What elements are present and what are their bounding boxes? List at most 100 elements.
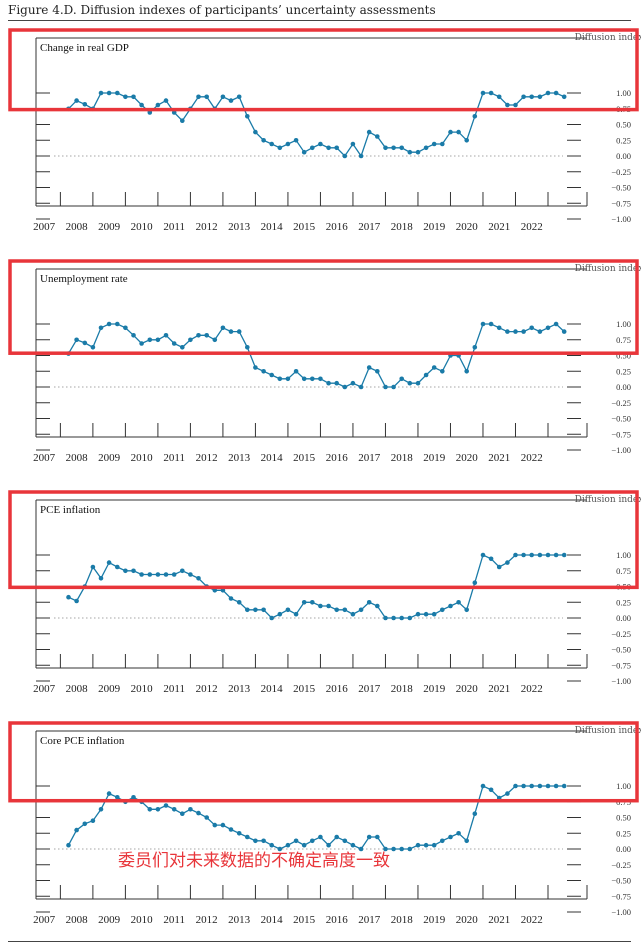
y-tick-label: −1.00 — [611, 907, 631, 917]
data-point — [269, 141, 275, 147]
data-point — [236, 600, 242, 605]
x-tick-label: 2007 — [33, 221, 56, 233]
data-point — [196, 94, 201, 100]
data-point — [342, 838, 348, 844]
data-point — [253, 607, 258, 613]
data-point — [82, 102, 88, 107]
data-point — [163, 803, 169, 808]
data-point — [245, 345, 250, 350]
data-point — [529, 325, 534, 331]
data-point — [464, 138, 470, 143]
y-tick-label: 1.00 — [616, 88, 631, 98]
data-point — [505, 560, 510, 565]
x-tick-label: 2014 — [261, 452, 284, 464]
data-point — [358, 153, 364, 159]
data-point — [196, 333, 201, 338]
data-point — [74, 337, 79, 343]
y-tick-label: 0.50 — [616, 120, 631, 130]
x-tick-label: 2020 — [456, 452, 479, 464]
data-point — [561, 329, 567, 334]
data-point — [496, 325, 502, 331]
data-point — [513, 102, 518, 108]
x-tick-label: 2017 — [358, 914, 381, 926]
data-point — [456, 831, 461, 836]
data-point — [472, 345, 478, 350]
data-point — [342, 153, 348, 159]
data-point — [155, 337, 161, 343]
data-point — [334, 380, 340, 386]
data-point — [464, 369, 470, 374]
data-point — [431, 842, 437, 848]
data-point — [456, 129, 461, 135]
y-tick-label: 0.00 — [616, 844, 631, 854]
data-point — [488, 787, 494, 793]
data-point — [505, 102, 510, 108]
data-point — [561, 552, 567, 558]
x-tick-label: 2010 — [131, 221, 154, 233]
data-point — [440, 369, 445, 374]
x-tick-label: 2019 — [423, 221, 446, 233]
series-line — [67, 785, 565, 850]
x-tick-label: 2012 — [196, 683, 218, 695]
data-point — [261, 138, 266, 143]
x-tick-label: 2012 — [196, 452, 218, 464]
x-tick-label: 2011 — [163, 452, 185, 464]
data-point — [448, 129, 453, 135]
data-point — [301, 149, 307, 155]
x-tick-label: 2017 — [358, 452, 381, 464]
x-tick-label: 2012 — [196, 914, 218, 926]
x-tick-label: 2012 — [196, 221, 218, 233]
data-point — [521, 552, 526, 558]
x-tick-label: 2018 — [391, 221, 414, 233]
data-point — [90, 818, 96, 823]
data-point — [431, 365, 437, 370]
data-point — [253, 365, 258, 370]
x-tick-label: 2010 — [131, 452, 154, 464]
data-point — [350, 842, 356, 848]
data-point — [123, 568, 128, 574]
data-point — [334, 607, 340, 613]
data-point — [358, 607, 364, 613]
y-tick-label: 0.25 — [616, 828, 631, 838]
data-point — [480, 321, 486, 327]
x-tick-label: 2017 — [358, 221, 381, 233]
x-tick-label: 2007 — [33, 914, 56, 926]
data-point — [318, 376, 323, 382]
data-point — [245, 114, 250, 119]
data-point — [310, 145, 315, 151]
data-point — [391, 615, 396, 621]
data-point — [480, 783, 486, 789]
x-tick-label: 2013 — [228, 221, 251, 233]
data-point — [358, 384, 364, 390]
data-point — [98, 576, 104, 581]
data-point — [326, 842, 331, 848]
data-point — [310, 376, 315, 382]
data-point — [383, 145, 388, 151]
data-point — [505, 329, 510, 334]
x-tick-label: 2019 — [423, 452, 446, 464]
data-point — [391, 145, 396, 151]
data-point — [513, 552, 518, 558]
chart-title: Unemployment rate — [40, 273, 128, 285]
data-point — [236, 831, 242, 836]
x-tick-label: 2016 — [326, 221, 349, 233]
chart-title: PCE inflation — [40, 504, 101, 516]
data-point — [399, 376, 405, 382]
data-point — [293, 611, 299, 617]
data-point — [74, 827, 79, 833]
data-point — [155, 807, 161, 812]
data-point — [131, 94, 136, 100]
data-point — [407, 380, 413, 386]
data-point — [383, 615, 388, 621]
x-tick-label: 2016 — [326, 683, 349, 695]
highlight-box — [8, 28, 639, 112]
y-tick-label: −0.75 — [611, 198, 631, 208]
data-point — [293, 369, 299, 374]
data-point — [163, 572, 169, 577]
data-point — [383, 846, 388, 852]
data-point — [188, 807, 193, 812]
y-tick-label: 0.75 — [616, 335, 631, 345]
data-point — [318, 834, 323, 840]
data-point — [488, 90, 494, 96]
data-point — [553, 90, 559, 96]
